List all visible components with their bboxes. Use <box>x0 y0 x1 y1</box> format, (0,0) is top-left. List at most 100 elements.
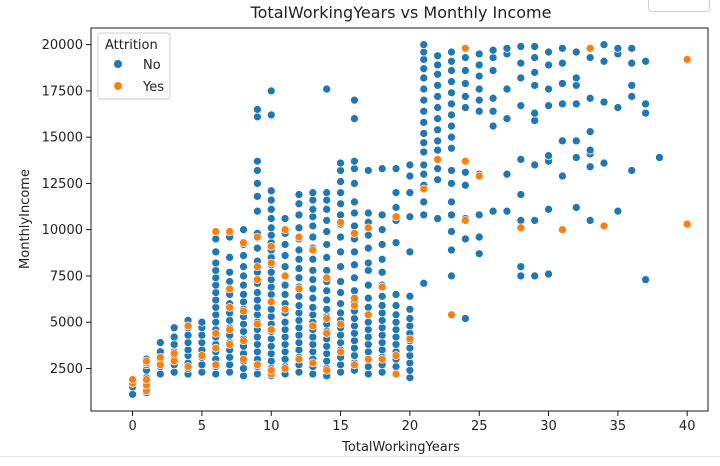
data-point-no <box>488 106 498 116</box>
data-point-no <box>294 210 304 220</box>
data-point-no <box>322 341 332 351</box>
data-point-no <box>377 225 387 235</box>
data-point-yes <box>433 155 442 164</box>
data-point-no <box>253 192 262 201</box>
data-point-no <box>128 389 137 399</box>
data-point-no <box>571 47 581 57</box>
data-point-no <box>308 266 318 275</box>
toolbar-stub <box>648 0 710 12</box>
data-point-no <box>280 262 290 272</box>
data-point-no <box>433 214 442 223</box>
data-point-no <box>391 290 401 299</box>
data-point-no <box>544 60 553 70</box>
data-point-yes <box>516 223 526 233</box>
data-point-no <box>377 301 387 310</box>
data-point-no <box>294 301 304 310</box>
data-point-no <box>405 343 415 353</box>
data-point-no <box>377 315 387 325</box>
data-point-no <box>253 206 262 216</box>
data-point-no <box>211 280 221 290</box>
data-point-no <box>280 290 290 299</box>
data-point-no <box>516 271 526 281</box>
data-point-yes <box>558 225 567 235</box>
data-point-no <box>641 56 650 66</box>
data-point-no <box>308 303 318 312</box>
data-point-no <box>294 245 304 255</box>
data-point-no <box>322 349 332 358</box>
x-tick-label: 10 <box>263 419 280 434</box>
data-point-no <box>239 280 248 290</box>
data-point-no <box>516 42 526 51</box>
data-point-no <box>558 79 567 88</box>
data-point-no <box>239 364 248 373</box>
data-point-yes <box>183 362 193 371</box>
data-point-no <box>516 155 526 164</box>
data-point-no <box>350 343 359 353</box>
data-point-no <box>433 51 442 61</box>
data-point-no <box>350 314 359 323</box>
data-point-yes <box>211 343 221 353</box>
legend-box <box>97 32 171 100</box>
data-point-yes <box>128 375 137 384</box>
data-point-no <box>308 275 318 284</box>
data-point-no <box>350 260 359 270</box>
data-point-no <box>294 291 304 301</box>
data-point-no <box>294 199 304 209</box>
data-point-no <box>350 179 359 188</box>
y-tick-label: 12500 <box>42 177 83 192</box>
data-point-no <box>322 286 332 296</box>
data-point-yes <box>266 297 276 307</box>
data-point-no <box>461 167 470 177</box>
data-point-no <box>571 81 581 90</box>
data-point-no <box>350 164 359 173</box>
y-tick-label: 17500 <box>42 84 83 99</box>
y-axis-ticks: 2500 5000 7500 10000 12500 15000 17500 20000 <box>42 38 91 377</box>
data-point-no <box>419 129 429 138</box>
data-point-no <box>266 356 276 366</box>
data-point-yes <box>391 212 401 222</box>
data-point-no <box>641 108 650 118</box>
data-point-no <box>377 291 387 301</box>
data-point-no <box>336 177 345 186</box>
data-point-no <box>253 166 262 175</box>
data-point-no <box>183 345 193 355</box>
data-point-no <box>474 210 484 220</box>
data-point-no <box>530 68 540 77</box>
data-point-no <box>447 66 456 75</box>
data-point-no <box>419 147 429 157</box>
data-point-no <box>461 92 470 101</box>
data-point-no <box>447 143 456 153</box>
data-point-no <box>322 188 332 198</box>
y-tick-label: 5000 <box>50 316 83 331</box>
data-point-no <box>474 84 484 94</box>
data-point-no <box>225 315 235 325</box>
data-point-yes <box>253 262 262 272</box>
data-point-no <box>350 273 359 283</box>
data-point-no <box>474 60 484 70</box>
data-point-no <box>239 262 248 272</box>
data-point-no <box>377 210 387 220</box>
data-point-no <box>211 303 221 312</box>
data-point-no <box>585 127 595 136</box>
data-point-yes <box>322 273 332 283</box>
data-point-no <box>155 369 165 379</box>
data-point-no <box>419 197 429 207</box>
data-point-no <box>197 360 207 370</box>
data-point-no <box>183 330 193 340</box>
data-point-no <box>211 266 221 275</box>
data-point-no <box>169 323 179 333</box>
data-point-no <box>447 121 456 131</box>
data-point-no <box>294 223 304 233</box>
data-point-no <box>461 103 470 112</box>
data-point-no <box>308 204 318 214</box>
data-point-yes <box>225 227 235 236</box>
divider <box>0 456 720 457</box>
y-axis-label: MonthlyIncome <box>18 169 33 269</box>
data-point-no <box>419 106 429 116</box>
data-point-yes <box>280 225 290 235</box>
data-point-no <box>294 264 304 273</box>
data-point-no <box>558 58 567 68</box>
data-point-no <box>308 369 318 379</box>
data-point-no <box>544 151 553 161</box>
data-point-no <box>377 345 387 355</box>
